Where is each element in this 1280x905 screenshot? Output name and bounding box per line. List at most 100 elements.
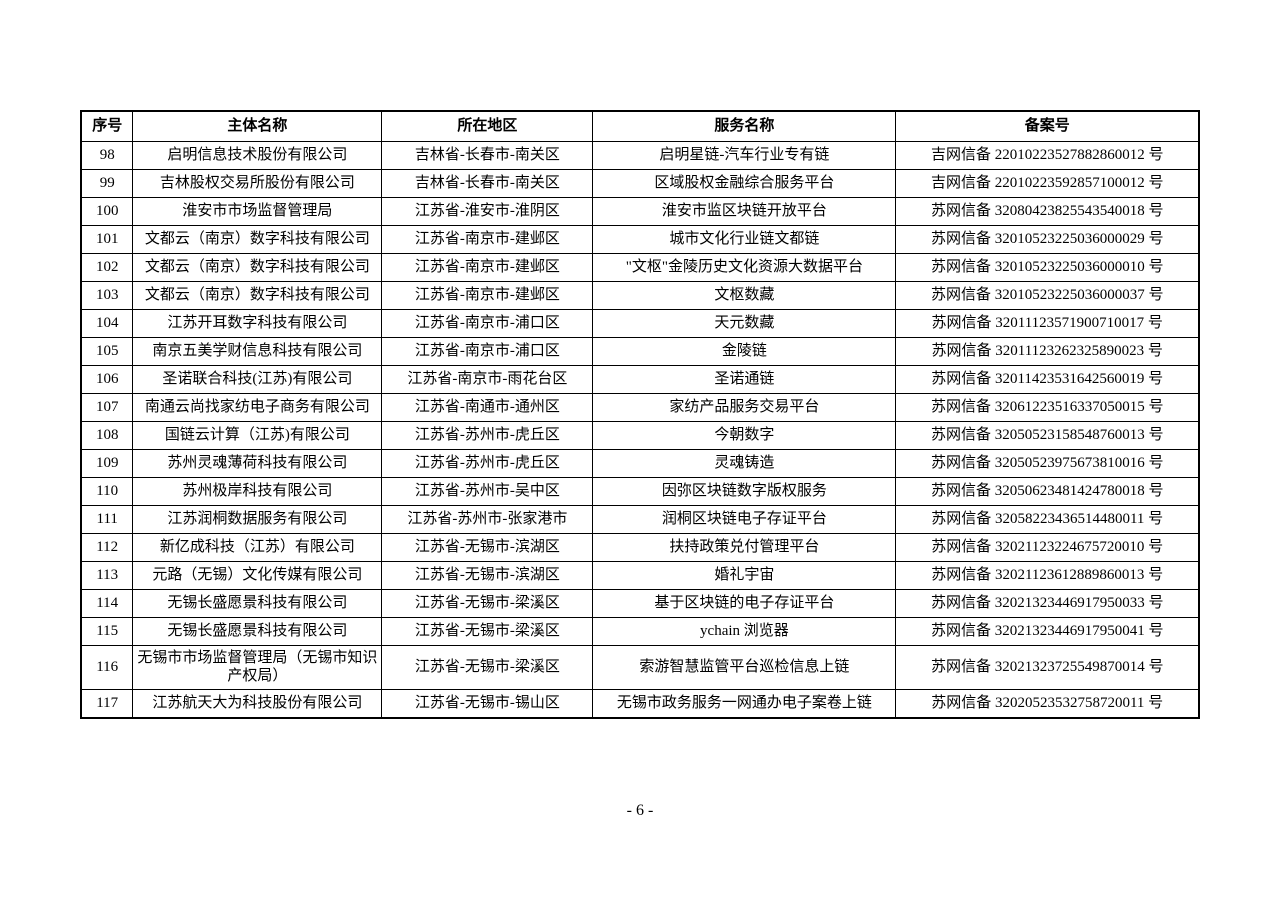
cell-service: 金陵链 [593, 337, 896, 365]
cell-seq: 116 [81, 645, 133, 690]
cell-filing: 苏网信备 32020523532758720011 号 [896, 690, 1199, 718]
cell-name: 元路（无锡）文化传媒有限公司 [133, 561, 382, 589]
cell-region: 江苏省-淮安市-淮阴区 [382, 197, 593, 225]
cell-service: 淮安市监区块链开放平台 [593, 197, 896, 225]
cell-region: 江苏省-苏州市-吴中区 [382, 477, 593, 505]
cell-seq: 112 [81, 533, 133, 561]
cell-seq: 106 [81, 365, 133, 393]
cell-filing: 苏网信备 32010523225036000010 号 [896, 253, 1199, 281]
cell-seq: 108 [81, 421, 133, 449]
col-header-filing: 备案号 [896, 111, 1199, 141]
cell-region: 江苏省-南京市-建邺区 [382, 253, 593, 281]
table-row: 100淮安市市场监督管理局江苏省-淮安市-淮阴区淮安市监区块链开放平台苏网信备 … [81, 197, 1199, 225]
table-header: 序号 主体名称 所在地区 服务名称 备案号 [81, 111, 1199, 141]
cell-region: 江苏省-南通市-通州区 [382, 393, 593, 421]
cell-seq: 113 [81, 561, 133, 589]
cell-seq: 104 [81, 309, 133, 337]
cell-region: 江苏省-南京市-浦口区 [382, 337, 593, 365]
cell-seq: 98 [81, 141, 133, 169]
cell-name: 南京五美学财信息科技有限公司 [133, 337, 382, 365]
cell-name: 新亿成科技（江苏）有限公司 [133, 533, 382, 561]
page-number: - 6 - [0, 802, 1280, 820]
table-row: 113元路（无锡）文化传媒有限公司江苏省-无锡市-滨湖区婚礼宇宙苏网信备 320… [81, 561, 1199, 589]
filing-table: 序号 主体名称 所在地区 服务名称 备案号 98启明信息技术股份有限公司吉林省-… [80, 110, 1200, 719]
cell-name: 文都云（南京）数字科技有限公司 [133, 281, 382, 309]
cell-name: 苏州极岸科技有限公司 [133, 477, 382, 505]
cell-service: "文枢"金陵历史文化资源大数据平台 [593, 253, 896, 281]
cell-seq: 109 [81, 449, 133, 477]
table-row: 109苏州灵魂薄荷科技有限公司江苏省-苏州市-虎丘区灵魂铸造苏网信备 32050… [81, 449, 1199, 477]
table-row: 110苏州极岸科技有限公司江苏省-苏州市-吴中区因弥区块链数字版权服务苏网信备 … [81, 477, 1199, 505]
cell-filing: 苏网信备 32011423531642560019 号 [896, 365, 1199, 393]
table-row: 101文都云（南京）数字科技有限公司江苏省-南京市-建邺区城市文化行业链文都链苏… [81, 225, 1199, 253]
cell-service: 润桐区块链电子存证平台 [593, 505, 896, 533]
cell-seq: 117 [81, 690, 133, 718]
cell-name: 文都云（南京）数字科技有限公司 [133, 225, 382, 253]
cell-filing: 苏网信备 32050523975673810016 号 [896, 449, 1199, 477]
table-body: 98启明信息技术股份有限公司吉林省-长春市-南关区启明星链-汽车行业专有链吉网信… [81, 141, 1199, 718]
table-row: 98启明信息技术股份有限公司吉林省-长春市-南关区启明星链-汽车行业专有链吉网信… [81, 141, 1199, 169]
cell-seq: 102 [81, 253, 133, 281]
cell-seq: 114 [81, 589, 133, 617]
cell-service: 圣诺通链 [593, 365, 896, 393]
cell-region: 江苏省-无锡市-滨湖区 [382, 561, 593, 589]
cell-service: 今朝数字 [593, 421, 896, 449]
cell-region: 江苏省-无锡市-锡山区 [382, 690, 593, 718]
cell-service: 家纺产品服务交易平台 [593, 393, 896, 421]
table-row: 114无锡长盛愿景科技有限公司江苏省-无锡市-梁溪区基于区块链的电子存证平台苏网… [81, 589, 1199, 617]
cell-seq: 111 [81, 505, 133, 533]
cell-seq: 101 [81, 225, 133, 253]
cell-service: 婚礼宇宙 [593, 561, 896, 589]
cell-service: 城市文化行业链文都链 [593, 225, 896, 253]
col-header-seq: 序号 [81, 111, 133, 141]
table-row: 108国链云计算（江苏)有限公司江苏省-苏州市-虎丘区今朝数字苏网信备 3205… [81, 421, 1199, 449]
cell-region: 江苏省-苏州市-虎丘区 [382, 421, 593, 449]
cell-filing: 苏网信备 32058223436514480011 号 [896, 505, 1199, 533]
table-row: 99吉林股权交易所股份有限公司吉林省-长春市-南关区区域股权金融综合服务平台吉网… [81, 169, 1199, 197]
cell-name: 无锡长盛愿景科技有限公司 [133, 589, 382, 617]
cell-filing: 苏网信备 32050523158548760013 号 [896, 421, 1199, 449]
table-row: 102文都云（南京）数字科技有限公司江苏省-南京市-建邺区"文枢"金陵历史文化资… [81, 253, 1199, 281]
table-row: 104江苏开耳数字科技有限公司江苏省-南京市-浦口区天元数藏苏网信备 32011… [81, 309, 1199, 337]
cell-region: 江苏省-苏州市-张家港市 [382, 505, 593, 533]
cell-filing: 苏网信备 32021123224675720010 号 [896, 533, 1199, 561]
cell-region: 江苏省-南京市-浦口区 [382, 309, 593, 337]
cell-seq: 110 [81, 477, 133, 505]
cell-filing: 苏网信备 32010523225036000037 号 [896, 281, 1199, 309]
table-row: 116无锡市市场监督管理局（无锡市知识产权局）江苏省-无锡市-梁溪区索游智慧监管… [81, 645, 1199, 690]
cell-region: 江苏省-无锡市-滨湖区 [382, 533, 593, 561]
cell-filing: 苏网信备 32021323725549870014 号 [896, 645, 1199, 690]
table-row: 117江苏航天大为科技股份有限公司江苏省-无锡市-锡山区无锡市政务服务一网通办电… [81, 690, 1199, 718]
cell-filing: 苏网信备 32021323446917950041 号 [896, 617, 1199, 645]
cell-name: 文都云（南京）数字科技有限公司 [133, 253, 382, 281]
cell-filing: 苏网信备 32011123262325890023 号 [896, 337, 1199, 365]
cell-seq: 103 [81, 281, 133, 309]
cell-region: 吉林省-长春市-南关区 [382, 141, 593, 169]
cell-region: 吉林省-长春市-南关区 [382, 169, 593, 197]
cell-service: 基于区块链的电子存证平台 [593, 589, 896, 617]
cell-service: 因弥区块链数字版权服务 [593, 477, 896, 505]
cell-service: 文枢数藏 [593, 281, 896, 309]
cell-service: 灵魂铸造 [593, 449, 896, 477]
cell-service: 扶持政策兑付管理平台 [593, 533, 896, 561]
cell-region: 江苏省-南京市-雨花台区 [382, 365, 593, 393]
cell-region: 江苏省-苏州市-虎丘区 [382, 449, 593, 477]
cell-region: 江苏省-无锡市-梁溪区 [382, 645, 593, 690]
table-row: 107南通云尚找家纺电子商务有限公司江苏省-南通市-通州区家纺产品服务交易平台苏… [81, 393, 1199, 421]
cell-name: 无锡长盛愿景科技有限公司 [133, 617, 382, 645]
cell-filing: 苏网信备 32061223516337050015 号 [896, 393, 1199, 421]
cell-seq: 105 [81, 337, 133, 365]
cell-service: 索游智慧监管平台巡检信息上链 [593, 645, 896, 690]
cell-name: 苏州灵魂薄荷科技有限公司 [133, 449, 382, 477]
col-header-service: 服务名称 [593, 111, 896, 141]
cell-seq: 100 [81, 197, 133, 225]
cell-filing: 苏网信备 32011123571900710017 号 [896, 309, 1199, 337]
cell-name: 江苏航天大为科技股份有限公司 [133, 690, 382, 718]
cell-filing: 吉网信备 22010223592857100012 号 [896, 169, 1199, 197]
cell-name: 启明信息技术股份有限公司 [133, 141, 382, 169]
cell-filing: 苏网信备 32050623481424780018 号 [896, 477, 1199, 505]
cell-name: 无锡市市场监督管理局（无锡市知识产权局） [133, 645, 382, 690]
cell-name: 国链云计算（江苏)有限公司 [133, 421, 382, 449]
cell-name: 南通云尚找家纺电子商务有限公司 [133, 393, 382, 421]
cell-filing: 苏网信备 32080423825543540018 号 [896, 197, 1199, 225]
